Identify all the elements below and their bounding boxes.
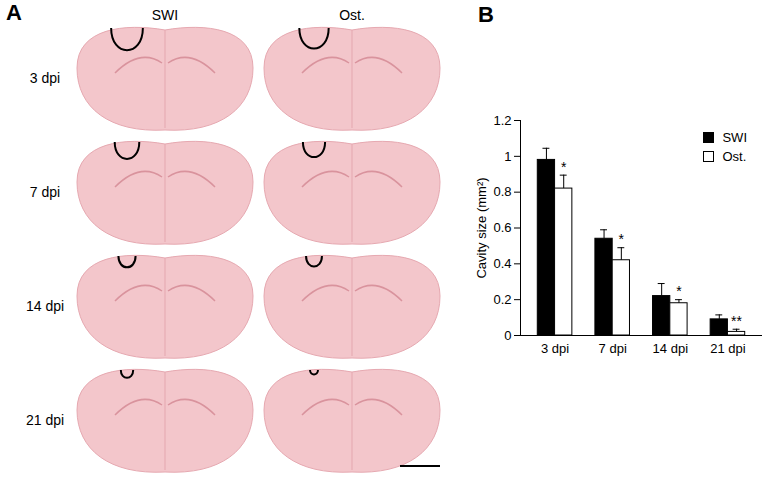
svg-text:7 dpi: 7 dpi [30, 184, 60, 200]
svg-text:0.8: 0.8 [493, 184, 511, 199]
svg-text:7 dpi: 7 dpi [599, 341, 627, 356]
html-text:Ost.: Ost. [722, 149, 747, 164]
svg-text:21 dpi: 21 dpi [26, 412, 64, 428]
svg-text:*: * [561, 159, 567, 175]
svg-text:*: * [619, 231, 625, 247]
svg-text:0.4: 0.4 [493, 256, 511, 271]
svg-text:*: * [676, 283, 682, 299]
svg-text:SWI: SWI [152, 7, 178, 23]
html-text:SWI: SWI [722, 130, 747, 145]
svg-text:1.2: 1.2 [493, 113, 511, 128]
svg-text:0.6: 0.6 [493, 220, 511, 235]
svg-text:0.2: 0.2 [493, 292, 511, 307]
svg-text:14 dpi: 14 dpi [26, 298, 64, 314]
html-text:B: B [478, 2, 494, 27]
svg-text:0: 0 [504, 328, 511, 343]
svg-text:A: A [6, 0, 22, 25]
svg-text:3 dpi: 3 dpi [30, 70, 60, 86]
svg-text:Cavity size (mm²): Cavity size (mm²) [474, 177, 489, 278]
svg-text:**: ** [731, 313, 742, 329]
svg-text:Ost.: Ost. [339, 7, 365, 23]
svg-text:14 dpi: 14 dpi [653, 341, 689, 356]
svg-text:21 dpi: 21 dpi [710, 341, 746, 356]
svg-text:1: 1 [504, 148, 511, 163]
svg-text:3 dpi: 3 dpi [541, 341, 569, 356]
